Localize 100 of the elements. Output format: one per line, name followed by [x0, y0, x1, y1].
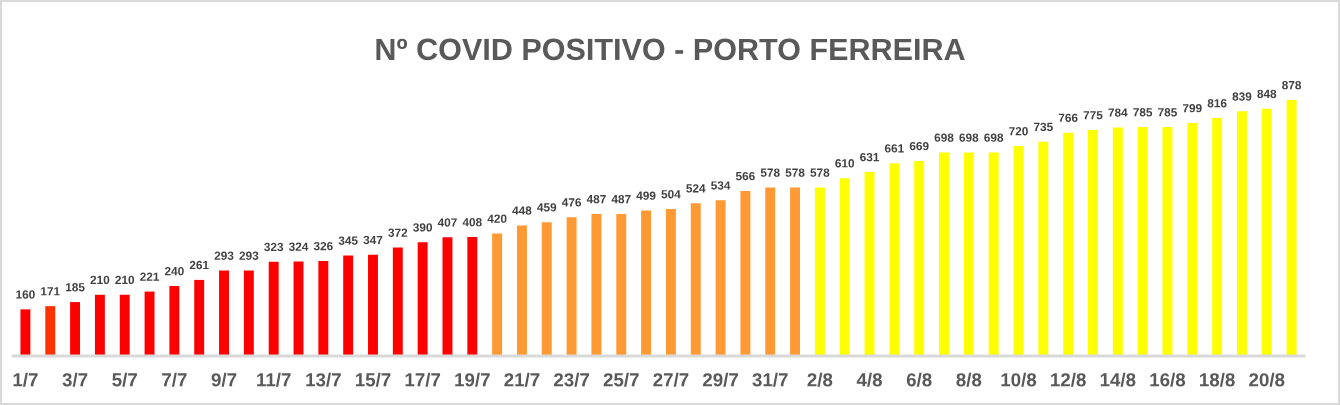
x-tick-label: 25/7 [603, 372, 639, 387]
x-tick-label: 6/8 [906, 372, 932, 387]
bar [641, 210, 652, 356]
data-label: 345 [338, 236, 358, 245]
bar [591, 214, 602, 356]
x-tick-label: 21/7 [504, 372, 540, 387]
bar [690, 203, 701, 356]
bar [70, 302, 81, 356]
bar [765, 187, 776, 356]
x-tick-label: 2/8 [807, 372, 833, 387]
x-tick-label: 7/7 [162, 372, 187, 387]
bar [169, 286, 180, 356]
bar [914, 160, 925, 356]
bar [219, 270, 229, 356]
bar [417, 242, 428, 356]
data-label: 720 [1009, 127, 1028, 136]
bar [1038, 141, 1049, 356]
data-label: 487 [586, 194, 606, 204]
bar [814, 187, 825, 356]
data-label: 476 [561, 198, 582, 207]
data-label: 408 [462, 218, 482, 227]
data-label: 766 [1058, 113, 1078, 122]
x-tick-label: 12/8 [1051, 372, 1086, 387]
bar [119, 294, 130, 356]
data-label: 631 [860, 152, 880, 162]
bar [194, 279, 205, 356]
bar [740, 190, 751, 356]
bar [1286, 100, 1297, 356]
data-label: 499 [636, 191, 656, 200]
data-label: 839 [1232, 92, 1252, 101]
bar [1187, 123, 1198, 356]
data-label: 799 [1182, 104, 1202, 113]
data-label: 698 [959, 133, 979, 142]
data-label: 390 [413, 223, 433, 232]
data-label: 735 [1033, 122, 1053, 132]
data-label: 775 [1083, 111, 1103, 120]
bar [20, 309, 31, 356]
bar [392, 247, 403, 356]
x-tick-label: 8/8 [956, 372, 982, 387]
data-label: 661 [884, 144, 904, 153]
data-label: 240 [164, 267, 184, 276]
data-label: 669 [909, 141, 929, 151]
bar [1013, 146, 1024, 356]
bar [1088, 130, 1098, 356]
x-tick-label: 19/7 [455, 372, 490, 387]
data-label: 578 [760, 168, 780, 177]
data-label: 487 [611, 194, 631, 204]
bar [318, 260, 329, 356]
data-label: 848 [1257, 89, 1277, 99]
x-tick-label: 17/7 [405, 372, 441, 387]
data-label: 698 [934, 133, 954, 142]
bar [963, 152, 974, 356]
data-label: 210 [90, 275, 110, 285]
data-label: 171 [41, 287, 60, 296]
data-label: 372 [388, 228, 408, 237]
data-label: 210 [115, 275, 135, 285]
bar [616, 214, 627, 356]
data-label: 785 [1133, 108, 1153, 117]
data-label: 578 [810, 168, 830, 177]
bar [492, 233, 503, 356]
data-label: 326 [313, 241, 333, 251]
x-tick-label: 23/7 [554, 372, 590, 387]
bar [988, 152, 999, 356]
bar [790, 187, 801, 356]
x-tick-label: 20/8 [1249, 372, 1285, 387]
bar [839, 178, 850, 356]
data-label: 524 [686, 184, 706, 193]
x-tick-label: 3/7 [62, 372, 88, 387]
bar [467, 237, 478, 356]
data-label: 448 [512, 206, 532, 215]
x-tick-label: 5/7 [112, 372, 137, 387]
data-label: 784 [1108, 108, 1128, 117]
bar [1212, 118, 1223, 356]
data-label: 261 [189, 260, 209, 270]
bar [94, 294, 105, 356]
data-label: 293 [239, 251, 259, 260]
bar [268, 261, 279, 356]
data-label: 698 [984, 133, 1004, 142]
x-tick-label: 27/7 [653, 372, 689, 387]
bar [1261, 108, 1272, 356]
x-tick-label: 4/8 [856, 372, 882, 387]
data-label: 566 [735, 171, 755, 181]
data-label: 160 [16, 290, 35, 299]
bar [45, 306, 56, 356]
data-label: 816 [1207, 99, 1227, 108]
bar [1162, 127, 1173, 356]
data-label: 578 [785, 168, 805, 177]
bar [864, 172, 875, 356]
bar [516, 225, 527, 356]
x-tick-label: 16/8 [1150, 372, 1186, 387]
data-label: 324 [288, 242, 309, 251]
x-tick-label: 10/8 [1001, 372, 1037, 387]
bar [541, 222, 552, 356]
bar [715, 200, 726, 356]
bar [1236, 111, 1247, 356]
x-tick-label: 31/7 [752, 372, 788, 387]
bar [566, 217, 577, 356]
bar [665, 209, 676, 356]
x-tick-label: 14/8 [1100, 372, 1136, 387]
x-tick-label: 13/7 [306, 372, 341, 387]
